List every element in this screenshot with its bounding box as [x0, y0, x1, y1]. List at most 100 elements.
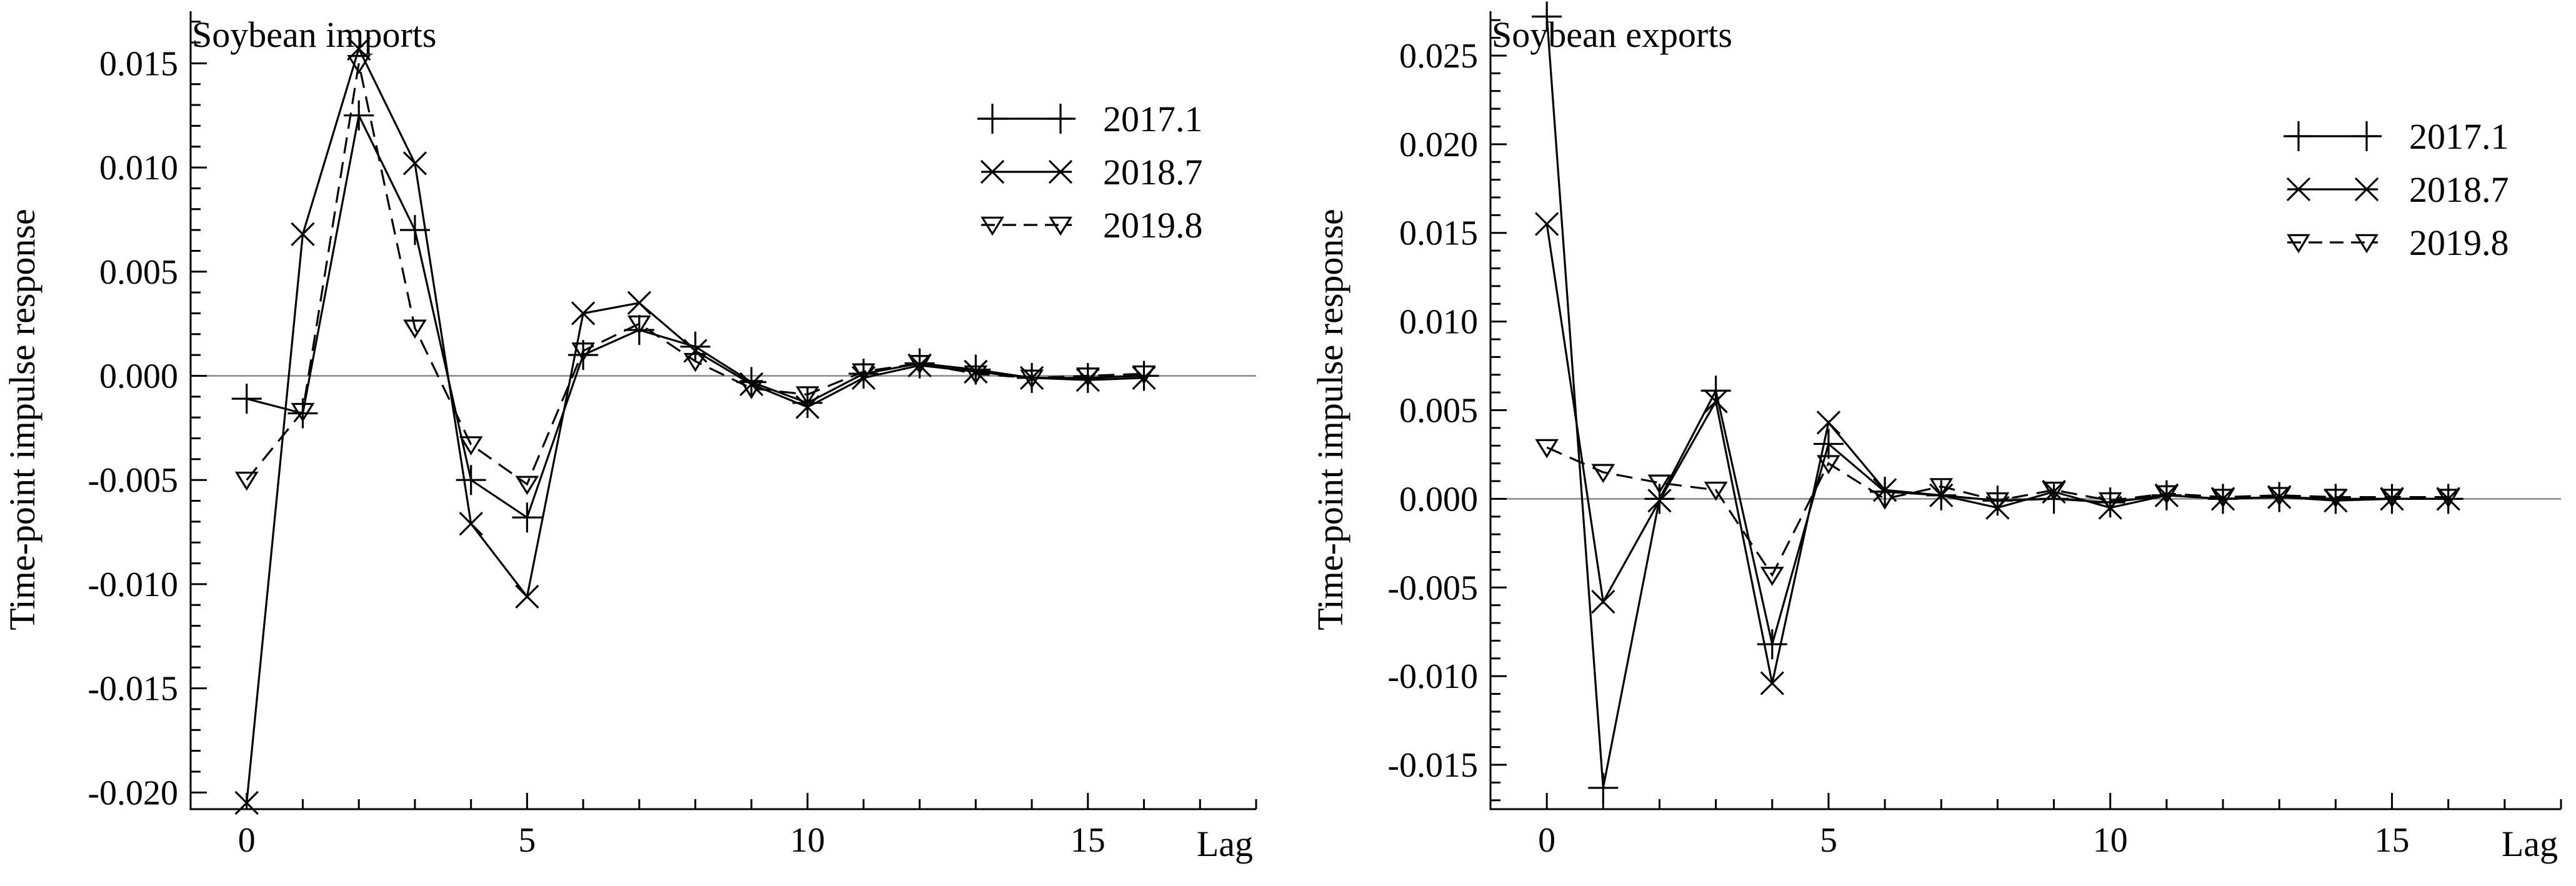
chart-2-data-point: [2380, 487, 2404, 511]
chart-1-legend-marker: [1049, 216, 1072, 236]
chart-1-data-point: [347, 55, 371, 74]
chart-2-series-line: [1546, 446, 2449, 577]
chart-2: 0 5 10 15 0.025 0.020 0.015 0.010 0.005 0.000 -0.0…: [1310, 1, 2562, 864]
chart-2-ytick-label: 0.015: [1399, 214, 1478, 253]
chart-2-data-point: [2095, 487, 2125, 518]
chart-1-ytick-label: 0.000: [99, 357, 178, 396]
chart-2-data-point: [1813, 429, 1844, 459]
chart-1-series-2018.7: [234, 36, 1156, 815]
chart-2-data-point: [1760, 671, 1784, 695]
chart-2-legend-marker: [2355, 234, 2379, 254]
chart-2-data-point: [2210, 487, 2235, 511]
chart-2-axes: [1489, 11, 2561, 810]
chart-1-series-line: [246, 63, 1144, 486]
chart-1-legend-marker: [981, 216, 1004, 236]
chart-1-title: Soybean imports: [192, 14, 436, 55]
chart-2-ytick-label: 0.020: [1399, 126, 1478, 164]
chart-1-series-2017.1: [231, 100, 1159, 533]
chart-2-data-point: [1757, 629, 1787, 660]
chart-1-series-2019.8: [234, 55, 1156, 495]
chart-2-data-point: [2042, 479, 2066, 504]
chart-1-legend-label: 2018.7: [1103, 152, 1203, 192]
chart-2-legend-label: 2019.8: [2409, 222, 2509, 263]
chart-2-xtick-label: 10: [2093, 821, 2128, 860]
chart-2-legend-marker: [2352, 121, 2382, 151]
chart-1-data-point: [1132, 365, 1156, 385]
chart-1-data-point: [907, 355, 932, 374]
chart-1-data-point: [291, 402, 315, 422]
chart-1-data-point: [627, 291, 652, 315]
chart-2-ytick-label: 0.005: [1399, 392, 1478, 431]
chart-1-ytick-label: -0.005: [87, 461, 178, 500]
chart-2-data-point: [1817, 455, 1840, 474]
chart-2-data-point: [1816, 411, 1841, 435]
chart-2-series-2019.8: [1535, 439, 2460, 586]
chart-2-data-point: [1591, 464, 1615, 484]
chart-1-data-point: [512, 502, 542, 533]
chart-2-ytick-label: 0.025: [1399, 37, 1478, 76]
chart-2-series-line: [1545, 16, 2449, 789]
chart-2-data-point: [2042, 481, 2066, 501]
chart-1-data-point: [515, 584, 539, 609]
chart-1-axes: [189, 11, 1256, 810]
chart-1-data-point: [680, 331, 711, 362]
chart-2-data-point: [2098, 492, 2122, 512]
chart-2-data-point: [1647, 489, 1672, 513]
chart-1-xtick-label: 5: [518, 821, 536, 860]
chart-2-data-point: [1704, 389, 1728, 414]
chart-1-data-point: [456, 465, 486, 495]
chart-1-data-point: [402, 151, 427, 176]
chart-1-xlabel: Lag: [1197, 824, 1253, 864]
chart-2-data-point: [2267, 487, 2292, 507]
chart-2-series-2017.1: [1532, 1, 2464, 803]
chart-1-data-point: [1020, 369, 1044, 389]
chart-1-data-point: [795, 395, 820, 419]
chart-1-data-point: [796, 386, 819, 406]
chart-1-data-point: [571, 342, 596, 362]
chart-2-data-point: [2154, 483, 2179, 507]
chart-1-data-point: [851, 363, 876, 383]
chart-2-data-point: [1704, 481, 1728, 501]
chart-1-legend-marker: [1046, 104, 1076, 134]
chart-1-ytick-label: -0.020: [87, 774, 178, 812]
chart-1-data-point: [287, 398, 318, 429]
chart-1-data-point: [739, 372, 764, 396]
chart-2-legend-marker: [2354, 177, 2379, 202]
chart-2-title: Soybean exports: [1492, 14, 1732, 55]
chart-1-data-point: [403, 319, 427, 339]
chart-1-data-point: [683, 352, 707, 372]
chart-1-data-point: [234, 790, 259, 815]
chart-1-legend-label: 2017.1: [1103, 99, 1203, 139]
chart-2-data-point: [1985, 492, 2010, 512]
chart-1-data-point: [459, 436, 483, 455]
chart-1-data-point: [627, 315, 651, 335]
chart-1-ytick-label: -0.010: [87, 565, 178, 604]
chart-1-data-point: [907, 353, 932, 377]
chart-2-data-point: [1588, 772, 1619, 803]
chart-1-xtick-label: 15: [1071, 821, 1106, 860]
chart-2-ytick-label: -0.015: [1387, 746, 1478, 785]
chart-2-legend-label: 2017.1: [2409, 116, 2509, 157]
chart-2-legend-marker: [2286, 177, 2311, 202]
chart-1-data-point: [515, 475, 539, 495]
chart-2-data-point: [1532, 1, 1562, 32]
chart-2-xlabel: Lag: [2502, 824, 2558, 864]
chart-1-data-point: [344, 100, 374, 131]
chart-2-data-point: [2320, 484, 2351, 514]
chart-1-data-point: [231, 384, 262, 414]
chart-1-ylabel: Time-point impulse response: [2, 209, 42, 630]
chart-2-ytick-label: 0.010: [1399, 303, 1478, 342]
chart-2-data-point: [1929, 478, 1954, 497]
chart-2-data-point: [2380, 489, 2404, 508]
chart-1-data-point: [964, 359, 988, 384]
chart-2-data-point: [2211, 489, 2235, 508]
chart-1-data-point: [568, 340, 599, 371]
chart-1-data-point: [571, 301, 596, 326]
chart-2-xtick-label: 0: [1538, 821, 1555, 860]
chart-1-legend-marker: [977, 104, 1007, 134]
chart-2-legend-marker: [2287, 234, 2310, 254]
chart-2-ytick-label: -0.010: [1387, 657, 1478, 696]
chart-2-ylabel: Time-point impulse response: [1310, 209, 1350, 630]
chart-1-data-point: [964, 365, 988, 385]
